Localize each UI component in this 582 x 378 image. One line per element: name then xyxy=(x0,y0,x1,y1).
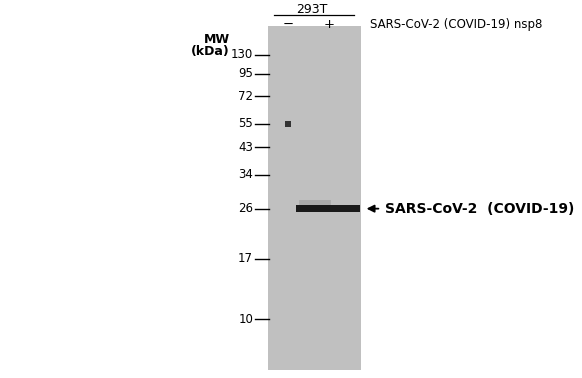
Text: 293T: 293T xyxy=(296,3,327,16)
Text: 130: 130 xyxy=(231,48,253,61)
Text: 95: 95 xyxy=(238,67,253,80)
Text: 55: 55 xyxy=(239,117,253,130)
Bar xyxy=(268,26,361,370)
Text: +: + xyxy=(324,18,334,31)
Text: 43: 43 xyxy=(238,141,253,154)
Text: 72: 72 xyxy=(238,90,253,103)
Text: MW: MW xyxy=(204,33,230,46)
Bar xyxy=(299,200,331,205)
Text: SARS-CoV-2 (COVID-19) nsp8: SARS-CoV-2 (COVID-19) nsp8 xyxy=(370,18,542,31)
Bar xyxy=(296,205,360,212)
Text: −: − xyxy=(282,18,294,31)
Bar xyxy=(285,121,291,127)
Text: SARS-CoV-2  (COVID-19)  nsp8: SARS-CoV-2 (COVID-19) nsp8 xyxy=(385,201,582,216)
Text: 17: 17 xyxy=(238,253,253,265)
Text: (kDa): (kDa) xyxy=(191,45,230,57)
Text: 26: 26 xyxy=(238,202,253,215)
Text: 34: 34 xyxy=(238,168,253,181)
Text: 10: 10 xyxy=(238,313,253,326)
